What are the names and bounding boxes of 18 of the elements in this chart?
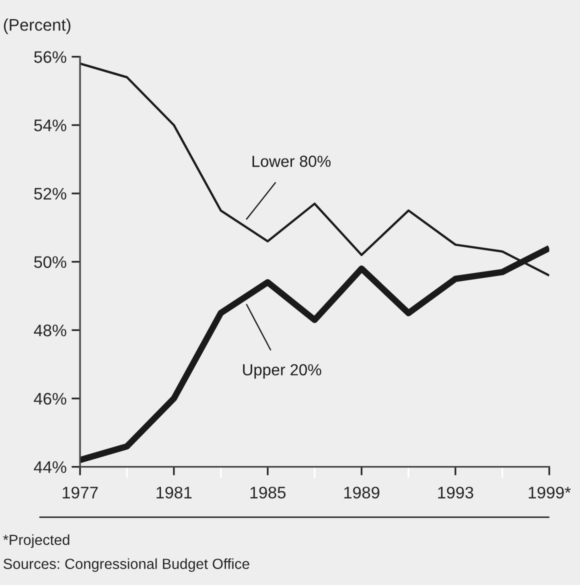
- y-tick-label: 56%: [34, 51, 66, 63]
- x-tick-label: 1985: [250, 486, 286, 499]
- y-tick-label: 48%: [34, 324, 66, 336]
- text: Upper 20%: [243, 364, 322, 379]
- text: *Projected: [3, 534, 70, 548]
- y-axis-title: (Percent): [4, 18, 70, 34]
- x-tick-label: 1989: [344, 486, 380, 499]
- x-tick-label: 1993: [438, 486, 474, 499]
- x-tick-label: 1977: [62, 486, 98, 499]
- source-note: Sources: Congressional Budget Office: [4, 558, 250, 572]
- x-tick-label: 1981: [156, 486, 192, 499]
- text: Lower 80%: [252, 156, 331, 167]
- y-tick-label: 44%: [34, 461, 66, 473]
- y-tick-label: 46%: [34, 392, 66, 405]
- x-tick-label: 1999*: [528, 486, 571, 499]
- y-tick-label: 54%: [34, 120, 66, 132]
- y-tick-label: 52%: [34, 188, 66, 200]
- y-tick-label: 50%: [34, 256, 66, 268]
